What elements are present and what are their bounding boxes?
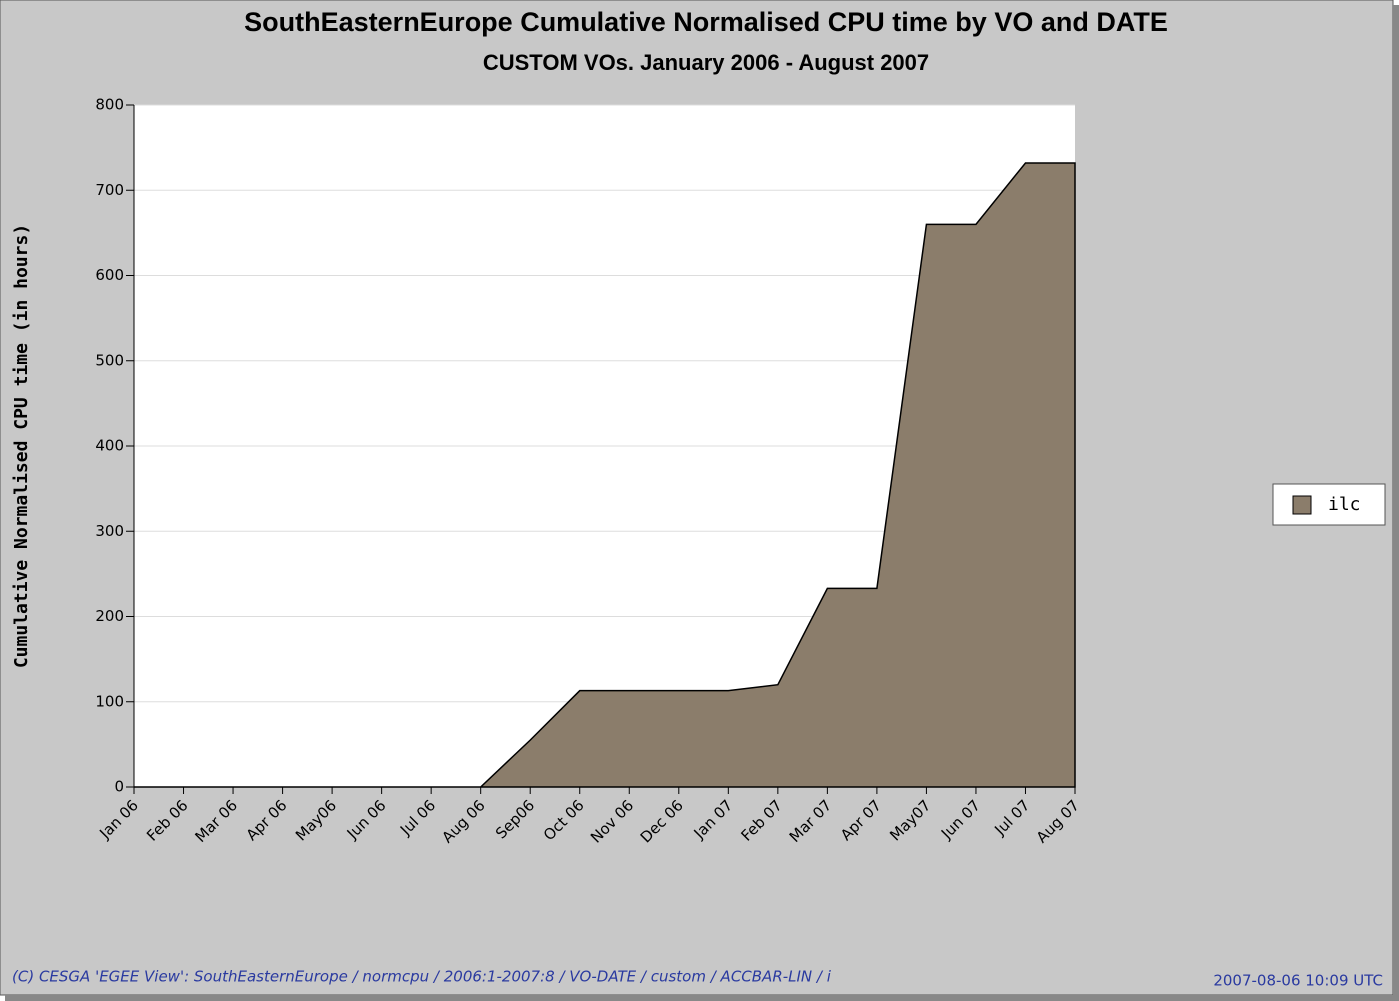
- y-axis-label: Cumulative Normalised CPU time (in hours…: [11, 224, 32, 668]
- chart-title: SouthEasternEurope Cumulative Normalised…: [244, 7, 1168, 37]
- legend-swatch: [1292, 495, 1312, 515]
- legend-label: ilc: [1328, 494, 1361, 515]
- footer-right: 2007-08-06 10:09 UTC: [1213, 972, 1383, 990]
- footer-left: (C) CESGA 'EGEE View': SouthEasternEurop…: [12, 968, 832, 986]
- legend-box: [1272, 483, 1386, 526]
- y-tick-label: 100: [95, 692, 124, 710]
- y-tick-label: 500: [95, 351, 124, 369]
- y-tick-label: 700: [95, 181, 124, 199]
- shadow: [1393, 5, 1399, 1001]
- y-tick-label: 800: [95, 96, 124, 114]
- y-tick-label: 600: [95, 266, 124, 284]
- y-tick-label: 400: [95, 437, 124, 455]
- y-tick-label: 200: [95, 607, 124, 625]
- shadow: [5, 995, 1399, 1001]
- y-tick-label: 300: [95, 522, 124, 540]
- y-tick-label: 0: [114, 778, 124, 796]
- chart-subtitle: CUSTOM VOs. January 2006 - August 2007: [483, 50, 929, 75]
